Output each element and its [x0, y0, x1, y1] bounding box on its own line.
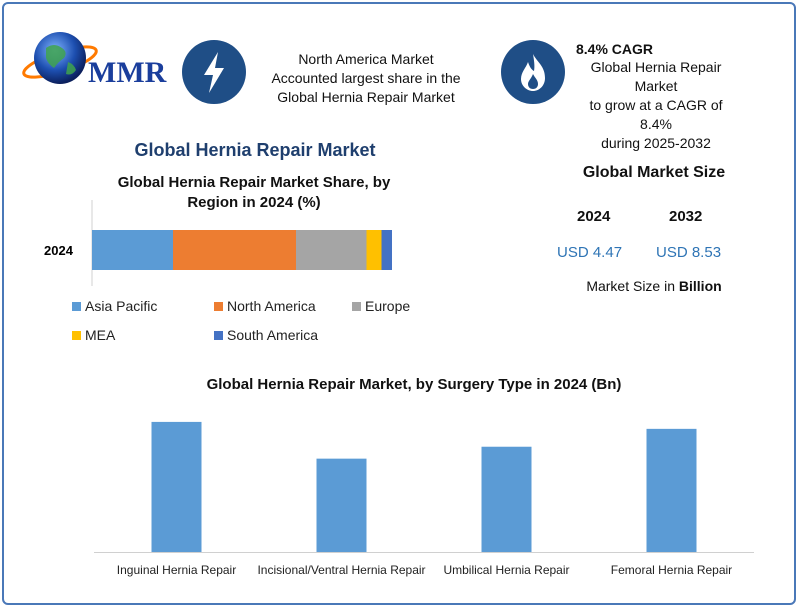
- legend-label-mea: MEA: [85, 327, 116, 343]
- legend-swatch-north-america: [214, 302, 223, 311]
- callout-line: North America Market: [298, 51, 434, 67]
- share-chart-title: Global Hernia Repair Market Share, by Re…: [94, 173, 414, 213]
- bar-femoral-hernia-repair: [646, 428, 697, 552]
- region-share-chart: 2024 Asia Pacific North America Europe MEA So…: [44, 200, 410, 343]
- legend-label-europe: Europe: [365, 298, 410, 314]
- market-size-year-2024: 2024: [577, 208, 611, 225]
- x-tick-label: Femoral Hernia Repair: [611, 563, 732, 577]
- market-size-title: Global Market Size: [582, 164, 726, 181]
- mmr-logo: MMR: [22, 32, 167, 89]
- flame-icon: [521, 54, 545, 91]
- market-size-note-unit: Billion: [678, 278, 722, 294]
- bar-inguinal-hernia-repair: [151, 421, 202, 552]
- cagr-callout: Global Hernia Repair Market to grow at a…: [572, 58, 740, 153]
- share-segment-north-america: [173, 230, 296, 270]
- market-size-note-prefix: Market Size in: [586, 278, 679, 294]
- callout-line: to grow at a CAGR of 8.4%: [589, 97, 723, 132]
- market-size-note: Market Size in Billion: [564, 278, 744, 294]
- x-tick-label: Umbilical Hernia Repair: [443, 563, 569, 577]
- cagr-badge: [501, 40, 565, 104]
- callout-line: Accounted largest share in the: [271, 70, 461, 86]
- north-america-callout: North America Market Accounted largest s…: [252, 50, 480, 107]
- north-america-badge: [182, 40, 246, 104]
- share-segment-europe: [296, 230, 367, 270]
- share-chart-title-line: Region in 2024 (%): [187, 194, 321, 211]
- x-tick-label: Incisional/Ventral Hernia Repair: [257, 563, 425, 577]
- x-tick-label: Inguinal Hernia Repair: [117, 563, 236, 577]
- bar-incisional-ventral-hernia-repair: [316, 458, 367, 552]
- main-title: Global Hernia Repair Market: [134, 140, 376, 160]
- market-size-year-2032: 2032: [669, 208, 703, 225]
- legend-swatch-europe: [352, 302, 361, 311]
- market-size-value-2024: USD 4.47: [557, 244, 623, 261]
- share-segment-mea: [366, 230, 382, 270]
- callout-line: Global Hernia Repair Market: [277, 89, 455, 105]
- lightning-bolt-icon: [204, 52, 224, 93]
- cagr-title: 8.4% CAGR: [576, 41, 654, 57]
- share-segment-south-america: [381, 230, 392, 270]
- market-size-value-2032: USD 8.53: [656, 244, 722, 261]
- share-category-label: 2024: [44, 243, 74, 258]
- bar-umbilical-hernia-repair: [481, 446, 532, 552]
- logo-text: MMR: [88, 56, 167, 89]
- surgery-chart-title: Global Hernia Repair Market, by Surgery …: [206, 376, 622, 393]
- callout-line: during 2025-2032: [601, 135, 711, 151]
- share-segment-asia-pacific: [92, 230, 173, 270]
- legend-label-north-america: North America: [227, 298, 316, 314]
- legend-swatch-mea: [72, 331, 81, 340]
- legend-swatch-asia-pacific: [72, 302, 81, 311]
- legend-label-asia-pacific: Asia Pacific: [85, 298, 157, 314]
- legend-label-south-america: South America: [227, 327, 318, 343]
- callout-line: Global Hernia Repair Market: [590, 59, 722, 94]
- share-chart-title-line: Global Hernia Repair Market Share, by: [117, 174, 391, 191]
- legend-swatch-south-america: [214, 331, 223, 340]
- surgery-type-chart: Inguinal Hernia Repair Incisional/Ventral…: [94, 421, 754, 577]
